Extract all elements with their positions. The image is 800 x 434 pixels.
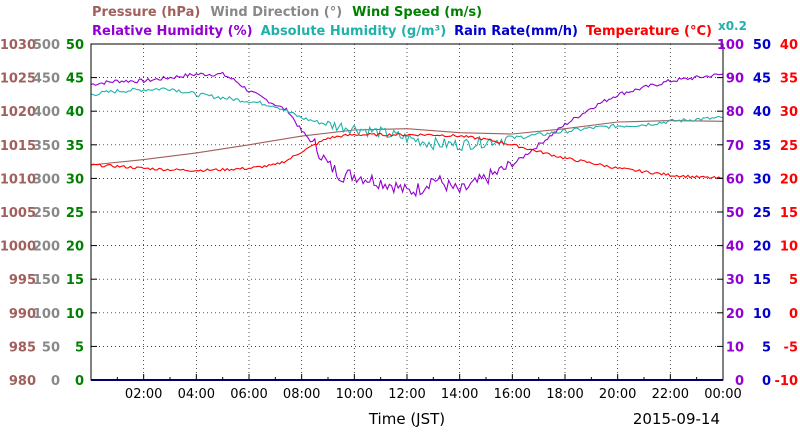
right-tick-label-rain: 10 xyxy=(753,307,771,322)
right-tick-label-rh: 20 xyxy=(726,307,744,322)
left-tick-label-wind_speed: 10 xyxy=(66,307,84,322)
left-tick-label-wind_direction: 450 xyxy=(33,72,60,87)
right-tick-label-temp: 10 xyxy=(780,240,798,255)
left-tick-label-wind_direction: 150 xyxy=(33,273,60,288)
left-tick-label-wind_direction: 250 xyxy=(33,206,60,221)
left-tick-label-pressure: 1030 xyxy=(0,38,36,53)
x-axis: 02:00 04:00 06:00 08:00 10:00 12:00 14:00 16:00… xyxy=(116,374,742,402)
date-label: 2015-09-14 xyxy=(633,410,720,428)
left-tick-label-pressure: 1025 xyxy=(0,72,36,87)
right-tick-label-rh: 80 xyxy=(726,105,744,120)
series-line-pressure xyxy=(90,120,724,166)
right-tick-label-temp: 15 xyxy=(780,206,798,221)
legend-temp: Temperature (°C) xyxy=(586,24,712,39)
left-axes: 9809859909951000100510101015102010251030… xyxy=(0,38,723,389)
x-tick-label: 20:00 xyxy=(599,387,636,402)
legend: Pressure (hPa) Wind Direction (°) Wind Spe… xyxy=(92,5,747,39)
x-tick-label: 12:00 xyxy=(388,387,425,402)
right-tick-label-temp: -5 xyxy=(784,340,798,355)
left-tick-label-wind_speed: 40 xyxy=(66,105,84,120)
right-tick-label-temp: -10 xyxy=(775,374,799,389)
right-tick-label-temp: 20 xyxy=(780,172,798,187)
right-tick-label-rain: 15 xyxy=(753,273,771,288)
right-tick-label-rh: 40 xyxy=(726,240,744,255)
legend-wind_direction: Wind Direction (°) xyxy=(210,5,342,20)
x-tick-label: 06:00 xyxy=(230,387,267,402)
left-tick-label-wind_direction: 0 xyxy=(51,374,60,389)
right-tick-label-rain: 0 xyxy=(762,374,771,389)
left-tick-label-pressure: 1010 xyxy=(0,172,36,187)
right-tick-label-rain: 5 xyxy=(762,340,771,355)
right-tick-label-rh: 10 xyxy=(726,340,744,355)
left-tick-label-wind_speed: 45 xyxy=(66,72,84,87)
right-tick-label-rain: 35 xyxy=(753,139,771,154)
left-tick-label-wind_speed: 35 xyxy=(66,139,84,154)
right-tick-label-rain: 40 xyxy=(753,105,771,120)
left-tick-label-pressure: 980 xyxy=(9,374,36,389)
right-tick-label-rain: 25 xyxy=(753,206,771,221)
right-tick-label-rain: 50 xyxy=(753,38,771,53)
left-tick-label-wind_direction: 400 xyxy=(33,105,60,120)
left-tick-label-wind_direction: 100 xyxy=(33,307,60,322)
right-tick-label-rh: 0 xyxy=(735,374,744,389)
left-tick-label-wind_direction: 300 xyxy=(33,172,60,187)
x-tick-label: 08:00 xyxy=(283,387,320,402)
series-layer xyxy=(90,71,724,381)
right-tick-label-temp: 0 xyxy=(789,307,798,322)
legend-wind_speed: Wind Speed (m/s) xyxy=(352,5,482,20)
left-tick-label-wind_direction: 200 xyxy=(33,240,60,255)
left-tick-label-pressure: 990 xyxy=(9,307,36,322)
x-tick-label: 02:00 xyxy=(125,387,162,402)
x-tick-label: 10:00 xyxy=(336,387,373,402)
x-tick-label: 22:00 xyxy=(652,387,689,402)
x-tick-label: 16:00 xyxy=(494,387,531,402)
series-line-temp xyxy=(90,132,724,180)
left-tick-label-wind_direction: 500 xyxy=(33,38,60,53)
right-tick-label-temp: 30 xyxy=(780,105,798,120)
left-tick-label-pressure: 985 xyxy=(9,340,36,355)
left-tick-label-pressure: 995 xyxy=(9,273,36,288)
right-tick-label-rh: 50 xyxy=(726,206,744,221)
left-tick-label-wind_speed: 15 xyxy=(66,273,84,288)
right-tick-label-rh: 70 xyxy=(726,139,744,154)
left-tick-label-pressure: 1020 xyxy=(0,105,36,120)
right-tick-label-temp: 35 xyxy=(780,72,798,87)
left-tick-label-wind_speed: 25 xyxy=(66,206,84,221)
right-axes: 0102030405060708090100051015202530354045… xyxy=(717,38,798,389)
left-tick-label-pressure: 1005 xyxy=(0,206,36,221)
legend-rain: Rain Rate(mm/h) xyxy=(454,24,578,39)
right-tick-label-rh: 100 xyxy=(717,38,744,53)
left-tick-label-wind_direction: 350 xyxy=(33,139,60,154)
series-line-ah xyxy=(90,87,724,152)
x-tick-label: 00:00 xyxy=(704,387,741,402)
left-tick-label-wind_speed: 50 xyxy=(66,38,84,53)
right-tick-label-rain: 45 xyxy=(753,72,771,87)
right-tick-label-rain: 30 xyxy=(753,172,771,187)
right-tick-label-rh: 60 xyxy=(726,172,744,187)
legend-ah: Absolute Humidity (g/m³) xyxy=(261,24,447,39)
ah-scale-note: x0.2 xyxy=(718,19,747,33)
left-tick-label-wind_direction: 50 xyxy=(42,340,60,355)
left-tick-label-pressure: 1000 xyxy=(0,240,36,255)
right-tick-label-temp: 25 xyxy=(780,139,798,154)
left-tick-label-wind_speed: 20 xyxy=(66,240,84,255)
legend-rh: Relative Humidity (%) xyxy=(92,24,253,39)
legend-pressure: Pressure (hPa) xyxy=(92,5,200,20)
x-axis-title: Time (JST) xyxy=(368,410,445,428)
series-line-rh xyxy=(90,71,724,198)
right-tick-label-rain: 20 xyxy=(753,240,771,255)
x-tick-label: 04:00 xyxy=(178,387,215,402)
right-tick-label-temp: 40 xyxy=(780,38,798,53)
left-tick-label-wind_speed: 0 xyxy=(75,374,84,389)
x-tick-label: 18:00 xyxy=(546,387,583,402)
grid xyxy=(91,44,723,380)
x-tick-label: 14:00 xyxy=(441,387,478,402)
left-tick-label-wind_speed: 5 xyxy=(75,340,84,355)
left-tick-label-wind_speed: 30 xyxy=(66,172,84,187)
right-tick-label-rh: 90 xyxy=(726,72,744,87)
right-tick-label-temp: 5 xyxy=(789,273,798,288)
left-tick-label-pressure: 1015 xyxy=(0,139,36,154)
right-tick-label-rh: 30 xyxy=(726,273,744,288)
